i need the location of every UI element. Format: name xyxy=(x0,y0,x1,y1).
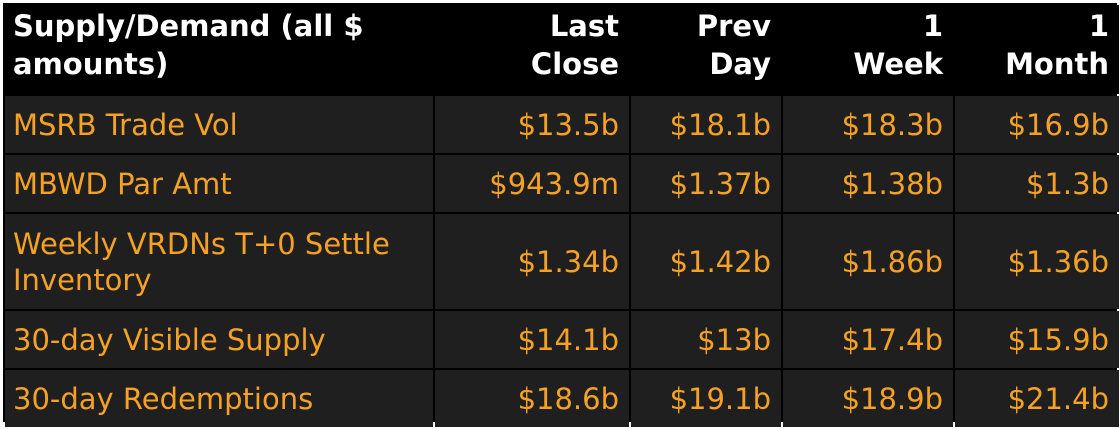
cell-prev-day: $18.1b xyxy=(631,96,781,153)
row-label: Weekly VRDNs T+0 Settle Inventory xyxy=(5,214,433,309)
cell-1-week: $17.4b xyxy=(783,311,953,368)
cell-last-close: $13.5b xyxy=(435,96,629,153)
table-row: 30-day Redemptions $18.6b $19.1b $18.9b … xyxy=(5,370,1119,427)
cell-prev-day: $13b xyxy=(631,311,781,368)
table-row: MSRB Trade Vol $13.5b $18.1b $18.3b $16.… xyxy=(5,96,1119,153)
table-row: Weekly VRDNs T+0 Settle Inventory $1.34b… xyxy=(5,214,1119,309)
cell-last-close: $18.6b xyxy=(435,370,629,427)
cell-1-month: $15.9b xyxy=(955,311,1119,368)
cell-1-month: $16.9b xyxy=(955,96,1119,153)
cell-1-week: $1.38b xyxy=(783,155,953,212)
column-header-1-month: 1 Month xyxy=(955,5,1119,94)
column-header-metric: Supply/Demand (all $ amounts) xyxy=(5,5,433,94)
cell-prev-day: $1.42b xyxy=(631,214,781,309)
cell-1-week: $1.86b xyxy=(783,214,953,309)
row-label: MSRB Trade Vol xyxy=(5,96,433,153)
table-row: MBWD Par Amt $943.9m $1.37b $1.38b $1.3b xyxy=(5,155,1119,212)
cell-last-close: $1.34b xyxy=(435,214,629,309)
supply-demand-table-container: Supply/Demand (all $ amounts) Last Close… xyxy=(3,3,1119,427)
cell-1-week: $18.3b xyxy=(783,96,953,153)
cell-1-month: $21.4b xyxy=(955,370,1119,427)
row-label: MBWD Par Amt xyxy=(5,155,433,212)
column-header-last-close: Last Close xyxy=(435,5,629,94)
column-header-prev-day: Prev Day xyxy=(631,5,781,94)
row-label: 30-day Redemptions xyxy=(5,370,433,427)
cell-1-month: $1.36b xyxy=(955,214,1119,309)
cell-prev-day: $19.1b xyxy=(631,370,781,427)
cell-prev-day: $1.37b xyxy=(631,155,781,212)
table-row: 30-day Visible Supply $14.1b $13b $17.4b… xyxy=(5,311,1119,368)
supply-demand-table: Supply/Demand (all $ amounts) Last Close… xyxy=(3,3,1120,429)
row-label: 30-day Visible Supply xyxy=(5,311,433,368)
cell-last-close: $943.9m xyxy=(435,155,629,212)
header-row: Supply/Demand (all $ amounts) Last Close… xyxy=(5,5,1119,94)
cell-1-week: $18.9b xyxy=(783,370,953,427)
cell-last-close: $14.1b xyxy=(435,311,629,368)
cell-1-month: $1.3b xyxy=(955,155,1119,212)
column-header-1-week: 1 Week xyxy=(783,5,953,94)
